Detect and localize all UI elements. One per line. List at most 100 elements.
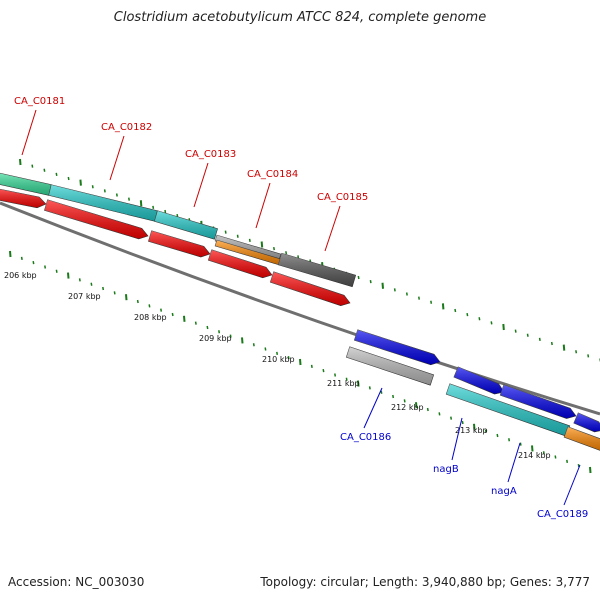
tick <box>519 442 522 446</box>
tick <box>403 399 406 403</box>
tick <box>224 230 227 234</box>
tick <box>566 459 569 463</box>
tick <box>260 241 264 248</box>
tick <box>478 317 481 321</box>
tick <box>484 429 487 433</box>
tick <box>575 350 578 354</box>
tick <box>466 313 469 317</box>
tick <box>502 323 505 331</box>
tick <box>67 176 70 181</box>
tick <box>43 168 46 172</box>
tick <box>322 369 325 373</box>
tick <box>526 333 529 337</box>
tick <box>194 321 197 325</box>
tick <box>299 358 302 366</box>
tick <box>115 193 118 197</box>
cds-arrow <box>453 366 505 395</box>
gene-label: nagA <box>491 486 517 497</box>
tick <box>125 294 128 301</box>
backbone-line <box>0 201 600 416</box>
cds-arrow <box>353 329 441 366</box>
gene-label: nagB <box>433 464 459 475</box>
leader-line <box>451 417 463 461</box>
tick <box>450 416 453 420</box>
tick <box>164 209 167 214</box>
gene-label: CA_C0183 <box>185 149 236 160</box>
tick <box>9 250 12 258</box>
kbp-label: 213 kbp <box>455 426 488 435</box>
tick <box>79 179 82 186</box>
tick <box>508 438 511 442</box>
accession-text: Accession: NC_003030 <box>8 575 145 589</box>
cds-arrow <box>44 199 149 240</box>
tick <box>248 238 251 242</box>
gene-label: CA_C0181 <box>14 96 65 107</box>
tick <box>380 390 383 394</box>
tick <box>252 343 255 347</box>
kbp-label: 209 kbp <box>199 334 232 343</box>
leader-line <box>507 442 521 483</box>
leader-line <box>363 387 383 429</box>
kbp-label: 212 kbp <box>391 403 424 412</box>
leader-line <box>193 162 209 208</box>
tick <box>113 291 116 295</box>
tick <box>236 234 239 238</box>
tick <box>393 288 396 292</box>
tick <box>285 251 288 255</box>
tick <box>426 407 429 412</box>
tick <box>415 402 418 409</box>
cds-arrow <box>0 188 47 209</box>
cds-arrow <box>499 384 577 419</box>
tick <box>55 172 58 176</box>
tick <box>369 280 372 284</box>
tick <box>554 455 557 459</box>
leader-line <box>109 135 125 181</box>
kbp-label: 214 kbp <box>518 451 551 460</box>
tick <box>368 386 371 390</box>
cds-arrow <box>148 230 211 258</box>
leader-line <box>324 205 341 252</box>
tick <box>357 275 360 280</box>
tick <box>152 205 155 209</box>
kbp-scale: 206 kbp 207 kbp 208 kbp 209 kbp 210 kbp 211 k… <box>4 271 551 460</box>
gene-label: CA_C0189 <box>537 509 588 520</box>
tick <box>78 278 81 282</box>
tick <box>418 296 420 300</box>
tick <box>273 247 275 251</box>
tick <box>218 330 221 334</box>
tick <box>91 185 94 189</box>
feature-ca-c0183 <box>154 210 218 240</box>
tick <box>550 341 553 346</box>
tick <box>430 300 433 304</box>
tick <box>20 256 23 260</box>
tick <box>241 337 244 344</box>
gene-label: CA_C0182 <box>101 122 152 133</box>
tick <box>31 164 34 168</box>
kbp-label: 210 kbp <box>262 355 295 364</box>
tick <box>441 303 445 310</box>
tick <box>206 325 209 330</box>
tick <box>473 423 476 430</box>
tick <box>102 286 105 291</box>
tick <box>67 272 70 279</box>
tick <box>587 354 590 358</box>
cds-arrow <box>269 271 351 307</box>
tick <box>589 466 592 474</box>
tick <box>183 315 186 322</box>
tick <box>90 282 93 286</box>
tick <box>405 292 408 296</box>
tick <box>44 265 47 269</box>
feature-ca-c0186 <box>345 346 435 386</box>
kbp-label: 208 kbp <box>134 313 167 322</box>
map-title: Clostridium acetobutylicum ATCC 824, com… <box>113 10 487 25</box>
cds-arrow <box>207 249 273 279</box>
tick <box>276 351 279 355</box>
tick <box>381 282 384 289</box>
tick <box>55 269 58 273</box>
gene-label: CA_C0186 <box>340 432 391 443</box>
leader-line <box>21 109 37 156</box>
tick <box>438 412 441 416</box>
tick <box>531 445 534 452</box>
feature-track <box>0 172 600 451</box>
